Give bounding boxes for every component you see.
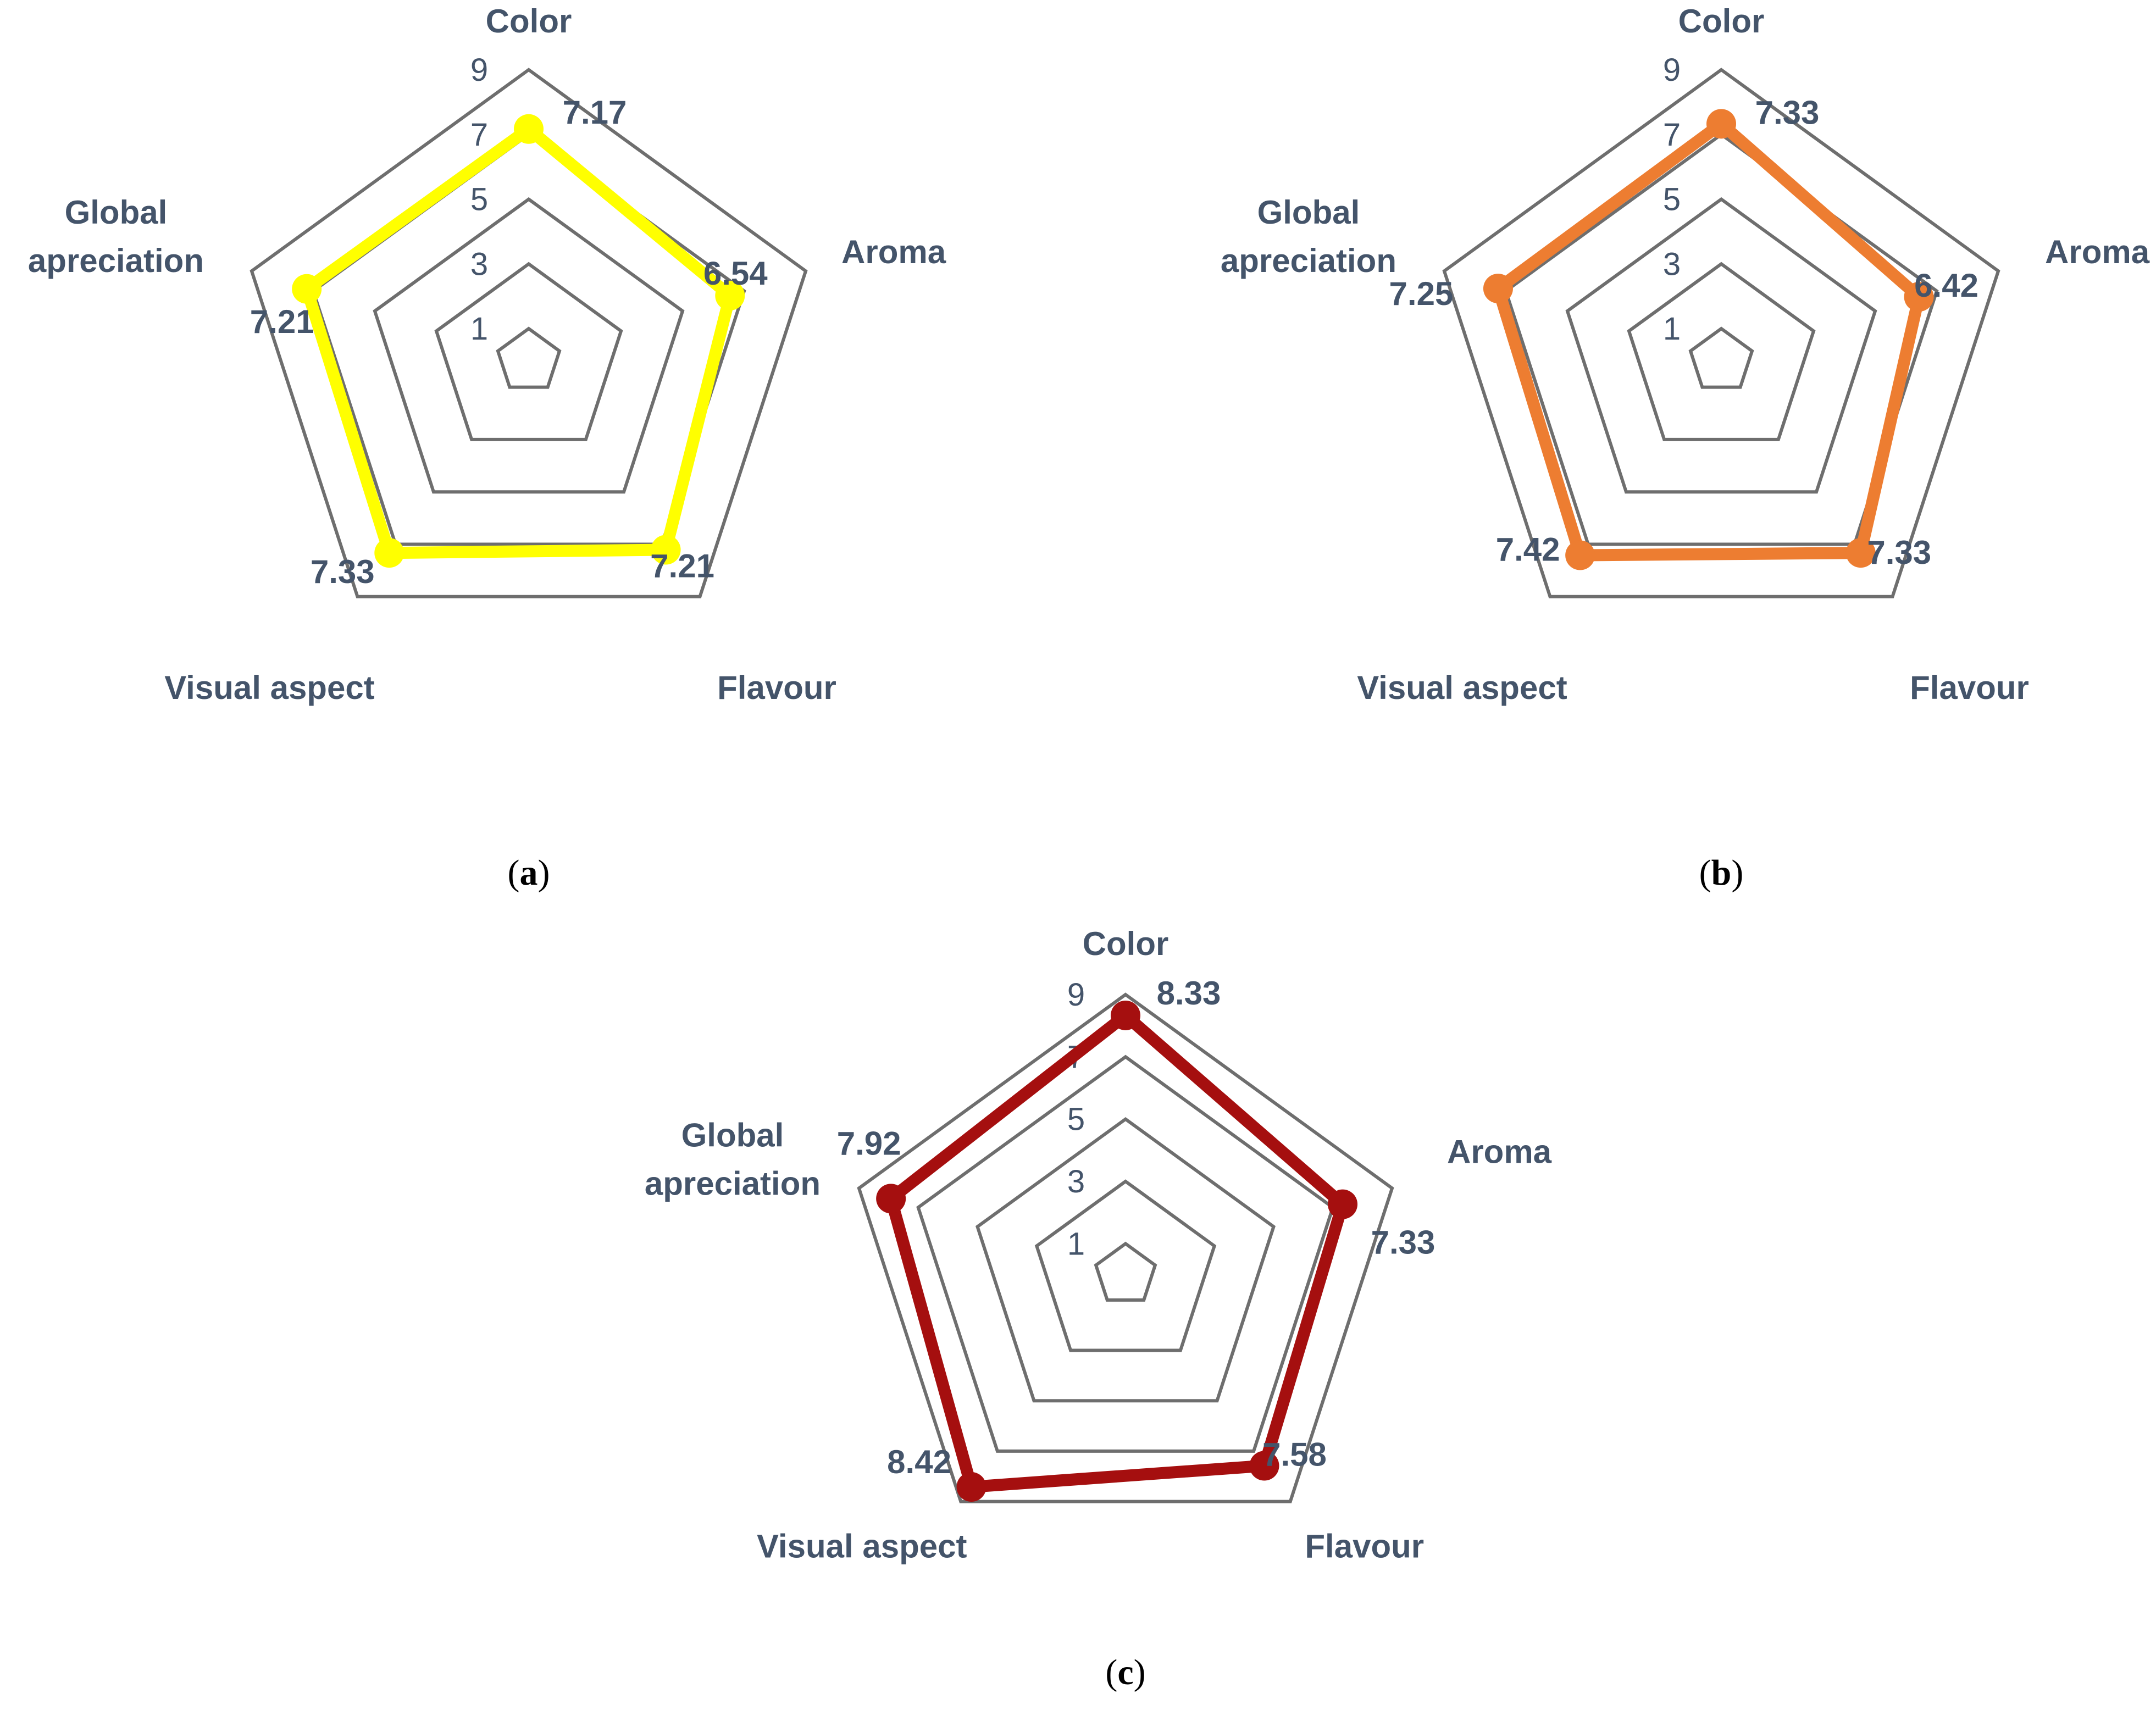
- axis-label-visual-aspect: Visual aspect: [1357, 669, 1567, 706]
- data-point-visual-aspect: [1565, 540, 1595, 570]
- data-point-color: [1111, 1000, 1140, 1030]
- data-point-global-apreciation: [292, 274, 322, 304]
- tick-label: 9: [470, 52, 488, 88]
- grid-ring-3: [434, 262, 623, 441]
- value-label: 7.21: [650, 547, 714, 584]
- tick-label: 7: [1663, 117, 1681, 153]
- tick-label: 1: [1067, 1226, 1085, 1262]
- grid-ring-9: [857, 992, 1394, 1503]
- value-label: 6.54: [703, 255, 768, 292]
- tick-label: 1: [470, 311, 488, 347]
- tick-label: 9: [1663, 52, 1681, 88]
- value-label: 7.25: [1389, 275, 1454, 312]
- panel-caption: (b): [1699, 853, 1744, 893]
- axis-label-color: Color: [1083, 925, 1169, 962]
- tick-label: 3: [470, 246, 488, 282]
- value-label: 8.33: [1157, 975, 1221, 1012]
- data-point-aroma: [715, 280, 745, 310]
- value-label: 7.33: [311, 553, 375, 590]
- radar-chart-a: 1 3 5 7 9 7.17 6.54 7.21 7.33 7.21 Color Aroma Flavo…: [28, 3, 946, 893]
- value-label: 7.58: [1262, 1436, 1327, 1473]
- value-label: 8.42: [887, 1443, 951, 1480]
- grid-ring-3: [1034, 1179, 1217, 1352]
- grid-ring-1: [496, 326, 562, 389]
- data-point-aroma: [1904, 282, 1934, 312]
- panel-caption: (a): [508, 853, 550, 893]
- value-label: 7.33: [1867, 534, 1931, 571]
- value-label: 7.33: [1755, 94, 1820, 131]
- data-point-visual-aspect: [374, 538, 404, 568]
- data-point-global-apreciation: [876, 1184, 906, 1214]
- value-label: 7.33: [1371, 1224, 1436, 1261]
- data-point-color: [1706, 109, 1736, 139]
- value-label: 6.42: [1914, 267, 1978, 304]
- series-line: [301, 123, 736, 559]
- data-point-visual-aspect: [956, 1472, 986, 1502]
- grid-ring-1: [1688, 326, 1754, 389]
- grid-ring-1: [1094, 1241, 1157, 1302]
- grid-ring-5: [976, 1117, 1276, 1403]
- axis-label-flavour: Flavour: [1305, 1528, 1424, 1565]
- data-point-flavour: [1249, 1451, 1279, 1481]
- value-label: 7.42: [1496, 531, 1560, 568]
- value-label: 7.21: [250, 303, 314, 340]
- series-line: [885, 1009, 1349, 1494]
- axis-label-aroma: Aroma: [2045, 234, 2150, 270]
- tick-label: 1: [1663, 311, 1681, 347]
- tick-label: 5: [1067, 1102, 1085, 1137]
- tick-label: 7: [470, 117, 488, 153]
- data-point-color: [514, 114, 544, 144]
- radar-chart-b: 1 3 5 7 9 7.33 6.42 7.33 7.42 7.25 Color Aroma Flavo…: [1221, 3, 2150, 893]
- grid-ring-9: [1442, 68, 2000, 598]
- tick-label: 5: [470, 182, 488, 218]
- data-point-aroma: [1328, 1189, 1358, 1219]
- axis-label-aroma: Aroma: [1447, 1133, 1552, 1170]
- data-point-flavour: [651, 535, 681, 565]
- tick-label: 5: [1663, 182, 1681, 218]
- axis-label-flavour: Flavour: [1910, 669, 2029, 706]
- panel-caption: (c): [1105, 1652, 1145, 1692]
- tick-label: 3: [1067, 1164, 1085, 1200]
- grid-ring-5: [373, 197, 685, 494]
- axis-label-color: Color: [486, 3, 572, 40]
- axis-label-flavour: Flavour: [717, 669, 836, 706]
- tick-label: 9: [1067, 977, 1085, 1013]
- data-point-flavour: [1845, 538, 1876, 568]
- tick-label: 3: [1663, 246, 1681, 282]
- data-point-global-apreciation: [1483, 274, 1513, 304]
- value-label: 7.92: [837, 1125, 901, 1162]
- value-label: 7.17: [563, 94, 627, 131]
- axis-label-global-apreciation: Global apreciation: [28, 194, 204, 279]
- axis-label-visual-aspect: Visual aspect: [164, 669, 374, 706]
- grid-ring-5: [1565, 197, 1877, 494]
- axis-label-aroma: Aroma: [841, 234, 946, 270]
- grid-ring-7: [1504, 132, 1939, 546]
- grid-ring-9: [250, 68, 808, 598]
- axis-label-visual-aspect: Visual aspect: [757, 1528, 967, 1565]
- grid-ring-7: [916, 1054, 1335, 1453]
- grid-ring-3: [1627, 262, 1816, 441]
- axis-label-color: Color: [1678, 3, 1765, 40]
- series-line: [1492, 118, 1925, 562]
- axis-label-global-apreciation: Global apreciation: [645, 1117, 821, 1202]
- axis-label-global-apreciation: Global apreciation: [1221, 194, 1396, 279]
